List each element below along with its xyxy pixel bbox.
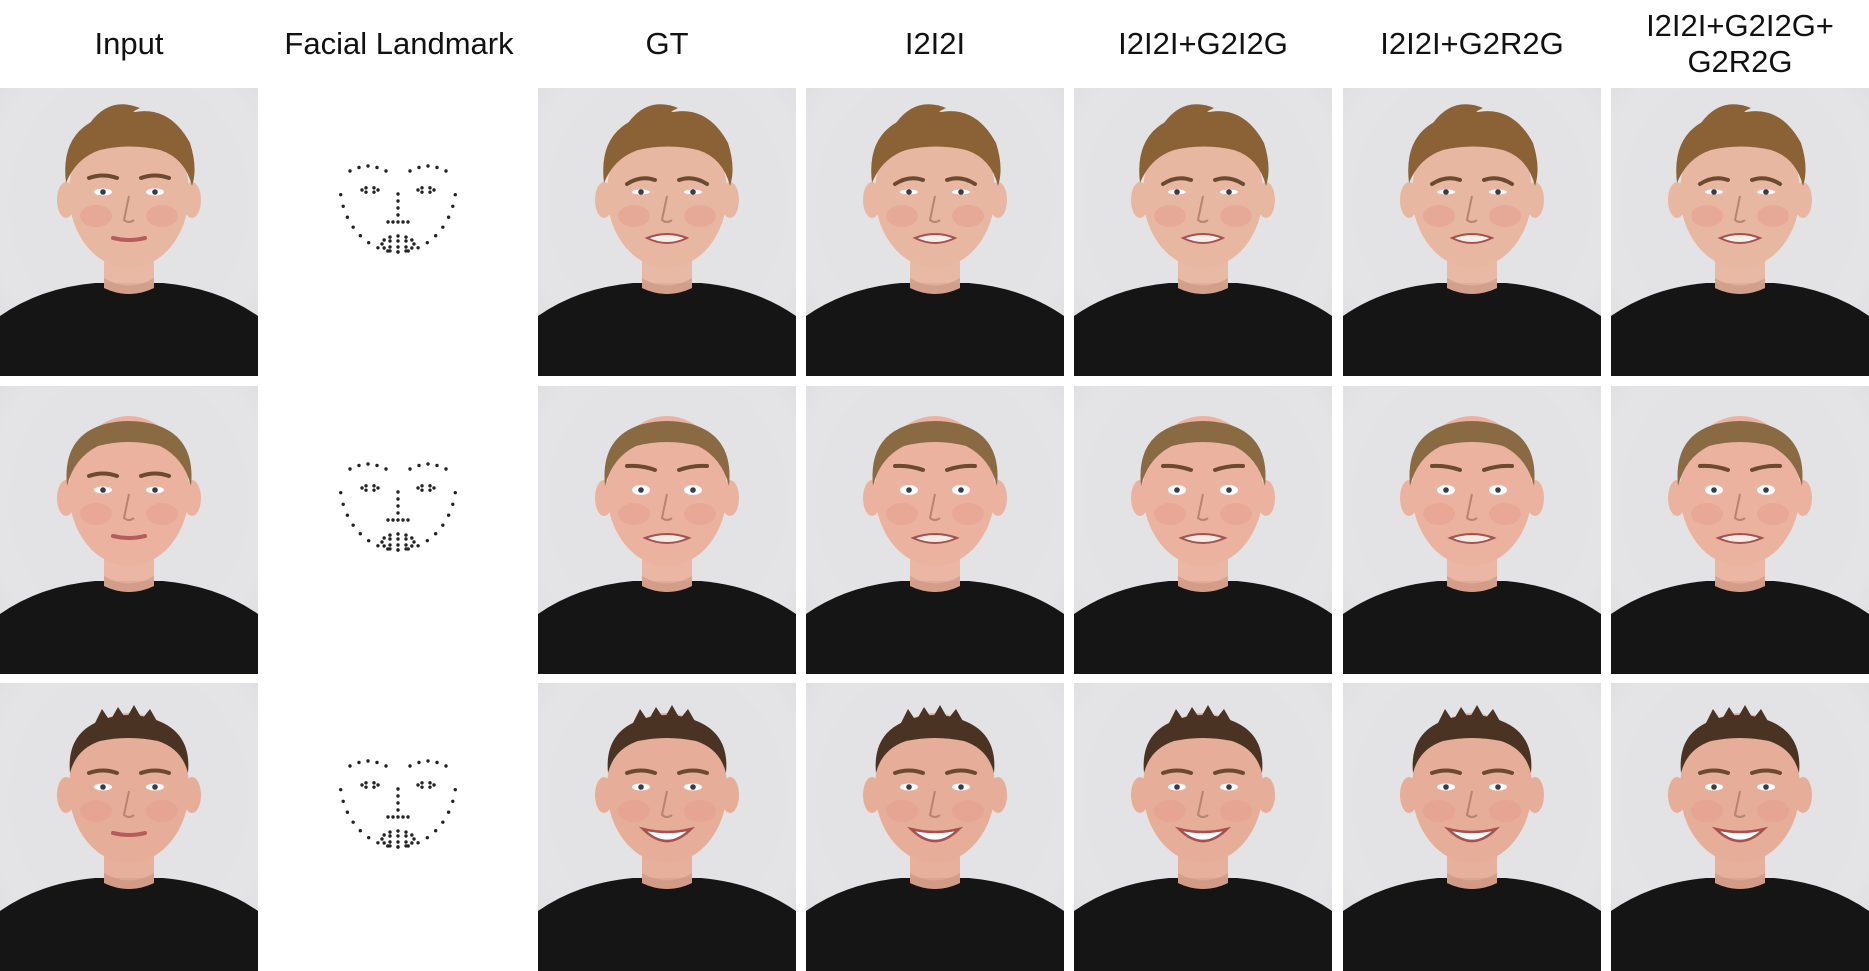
face-image <box>1343 386 1601 674</box>
column-label-0: Input <box>94 26 164 61</box>
face-image <box>1343 88 1601 376</box>
face-image <box>806 386 1064 674</box>
results-grid <box>0 88 1869 971</box>
column-label-4: I2I2I+G2I2G <box>1118 26 1288 61</box>
face-image <box>1343 683 1601 971</box>
column-header-row: Input Facial Landmark GT I2I2I I2I2I+G2I2G I2… <box>0 0 1869 88</box>
column-label-5: I2I2I+G2R2G <box>1380 26 1564 61</box>
face-image <box>806 683 1064 971</box>
face-image <box>1074 88 1332 376</box>
column-label-3: I2I2I <box>904 26 966 61</box>
landmark-image <box>270 386 528 674</box>
column-label-1: Facial Landmark <box>284 26 514 61</box>
face-image <box>0 88 258 376</box>
face-image <box>538 683 796 971</box>
face-image <box>0 386 258 674</box>
face-image <box>0 683 258 971</box>
face-image <box>1611 386 1869 674</box>
column-label-6: I2I2I+G2I2G+ G2R2G <box>1646 8 1834 79</box>
face-image <box>538 88 796 376</box>
face-image <box>538 386 796 674</box>
column-label-2: GT <box>645 26 689 61</box>
face-image <box>1074 683 1332 971</box>
landmark-image <box>270 88 528 376</box>
face-image <box>1074 386 1332 674</box>
face-image <box>1611 88 1869 376</box>
landmark-image <box>270 683 528 971</box>
face-image <box>806 88 1064 376</box>
face-image <box>1611 683 1869 971</box>
